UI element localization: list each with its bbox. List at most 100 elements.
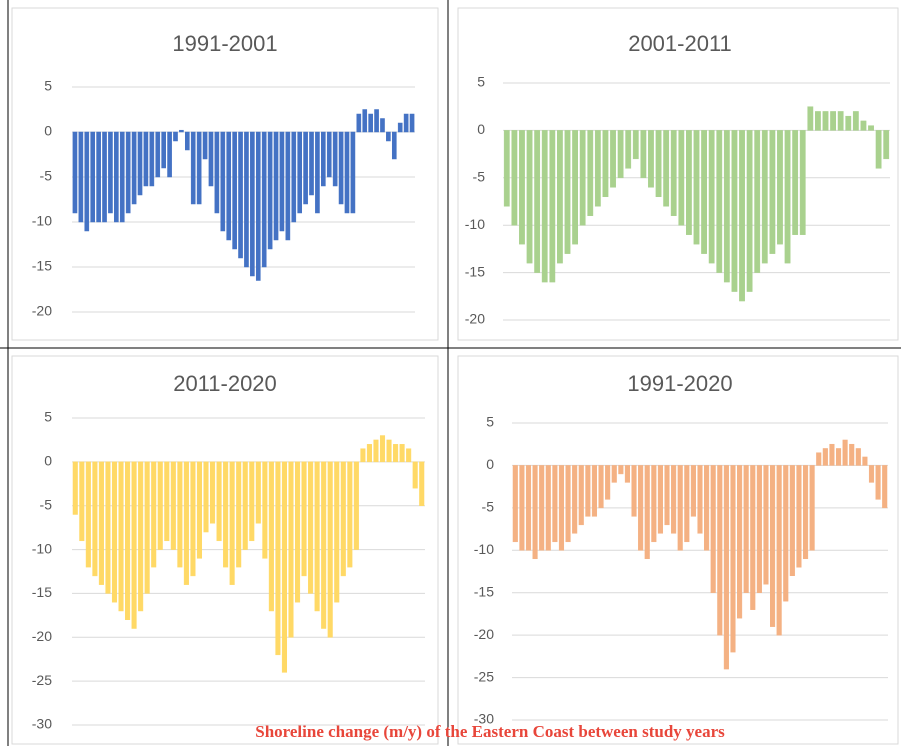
bar (190, 131, 196, 205)
bar (190, 461, 196, 577)
bar (796, 465, 802, 568)
bar (202, 131, 208, 160)
bar (98, 461, 104, 585)
bar (845, 115, 852, 131)
bar (617, 130, 624, 179)
bar (314, 461, 320, 612)
bar (96, 131, 101, 223)
bar (334, 461, 340, 603)
bar (275, 461, 281, 656)
bar (549, 130, 556, 283)
bar (229, 461, 235, 585)
bar (84, 131, 90, 232)
bar (862, 456, 868, 466)
bar (737, 465, 743, 619)
bar (391, 131, 397, 160)
bar (294, 461, 301, 603)
bar (344, 131, 350, 214)
bar (79, 461, 85, 542)
bar (155, 131, 161, 178)
bar (261, 131, 267, 268)
bar (179, 129, 184, 133)
bar (144, 461, 150, 594)
bar (632, 130, 639, 160)
bar (279, 131, 285, 232)
bar (164, 461, 170, 542)
bar (170, 461, 176, 550)
y-tick-label: 0 (44, 453, 52, 469)
y-tick-label: -30 (32, 716, 52, 732)
bar (288, 461, 294, 638)
bar (708, 130, 715, 264)
bar (875, 130, 882, 169)
bar (125, 131, 131, 214)
bar (297, 131, 303, 214)
y-tick-label: -20 (465, 311, 485, 327)
bar (216, 461, 222, 542)
bar (183, 461, 189, 585)
y-tick-label: 0 (477, 121, 485, 137)
bar (610, 130, 616, 188)
bar (208, 131, 214, 187)
chart-title: 1991-2020 (627, 371, 732, 396)
bar (697, 465, 703, 534)
bar (552, 465, 558, 543)
bar (360, 448, 366, 463)
bar (883, 130, 890, 160)
bar (157, 461, 163, 550)
bar (196, 131, 202, 205)
bar (285, 131, 291, 241)
y-tick-label: -10 (465, 216, 485, 232)
bar (249, 461, 255, 542)
bar (746, 130, 753, 292)
bar (557, 130, 563, 264)
bar (591, 465, 598, 517)
bar (236, 461, 242, 568)
bar (532, 465, 538, 560)
bar (412, 461, 418, 489)
bar (572, 130, 578, 245)
bar (594, 130, 601, 207)
bar (624, 465, 630, 483)
bar (868, 465, 875, 483)
y-tick-label: -5 (482, 499, 495, 515)
bar (250, 131, 255, 277)
bar (534, 130, 541, 273)
bar (671, 465, 677, 534)
bar (119, 131, 125, 223)
bar (309, 131, 314, 196)
bar (565, 465, 571, 543)
bar (151, 461, 157, 568)
y-tick-label: -15 (474, 583, 494, 599)
bar (108, 131, 113, 214)
bar (822, 111, 829, 131)
bar (262, 461, 268, 559)
bar (651, 465, 657, 543)
bar (226, 131, 232, 241)
bar (281, 461, 287, 673)
bar (664, 465, 670, 526)
y-tick-label: -15 (32, 584, 52, 600)
bar (539, 465, 545, 551)
y-tick-label: 5 (44, 409, 52, 425)
bar (379, 435, 386, 463)
bar (238, 131, 243, 259)
bar (242, 461, 248, 550)
panel-frame (457, 7, 899, 341)
bar (143, 131, 149, 187)
bar (602, 130, 609, 198)
bar (578, 465, 584, 526)
bar (807, 106, 814, 131)
bar (852, 111, 859, 131)
bar (244, 131, 249, 268)
bar (356, 113, 362, 133)
bar (368, 113, 373, 133)
bar (326, 131, 332, 178)
bar (579, 130, 586, 226)
bar (399, 444, 405, 463)
bar (308, 461, 314, 594)
bar (770, 465, 776, 627)
bar (830, 111, 836, 131)
bar (366, 444, 372, 463)
chart-title: 2011-2020 (173, 371, 277, 396)
